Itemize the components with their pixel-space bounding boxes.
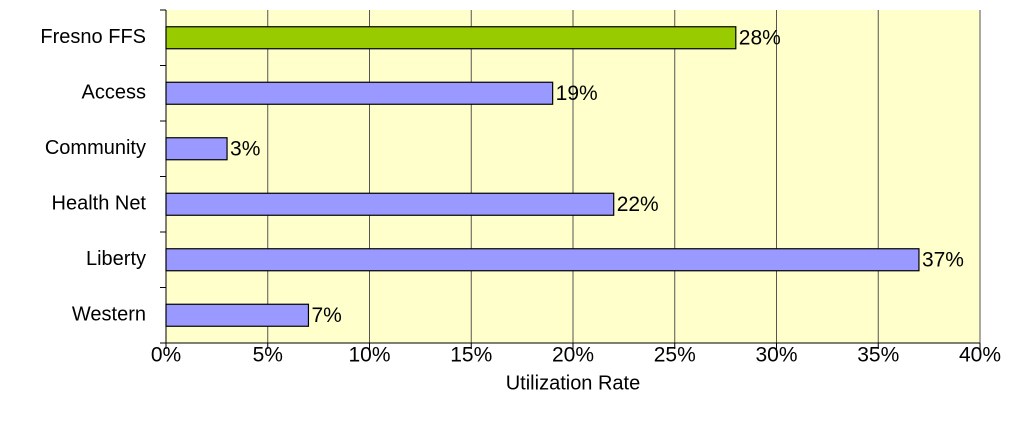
x-tick-label: 20% <box>552 344 594 367</box>
x-tick-label: 0% <box>151 344 181 367</box>
bar <box>165 137 228 161</box>
y-tick-label: Fresno FFS <box>40 26 146 48</box>
bar <box>165 81 554 105</box>
bar <box>165 248 920 272</box>
x-tick-label: 40% <box>959 344 1001 367</box>
y-tick-label: Health Net <box>52 193 147 215</box>
bar <box>165 26 737 50</box>
bar <box>165 303 310 327</box>
y-tick-label: Western <box>72 304 146 326</box>
x-tick-label: 30% <box>755 344 797 367</box>
x-tick-label: 5% <box>253 344 283 367</box>
data-label: 37% <box>922 248 964 271</box>
x-axis-label: Utilization Rate <box>506 372 641 394</box>
y-tick-label: Liberty <box>86 248 146 270</box>
x-tick-label: 25% <box>654 344 696 367</box>
x-tick-label: 15% <box>450 344 492 367</box>
data-label: 22% <box>617 193 659 216</box>
data-label: 3% <box>230 137 260 160</box>
x-tick-label: 35% <box>857 344 899 367</box>
y-tick-label: Community <box>45 137 146 159</box>
data-label: 28% <box>739 26 781 49</box>
bar <box>165 192 615 216</box>
data-label: 7% <box>311 304 341 327</box>
data-label: 19% <box>556 82 598 105</box>
x-tick-label: 10% <box>348 344 390 367</box>
y-tick-label: Access <box>82 82 146 104</box>
